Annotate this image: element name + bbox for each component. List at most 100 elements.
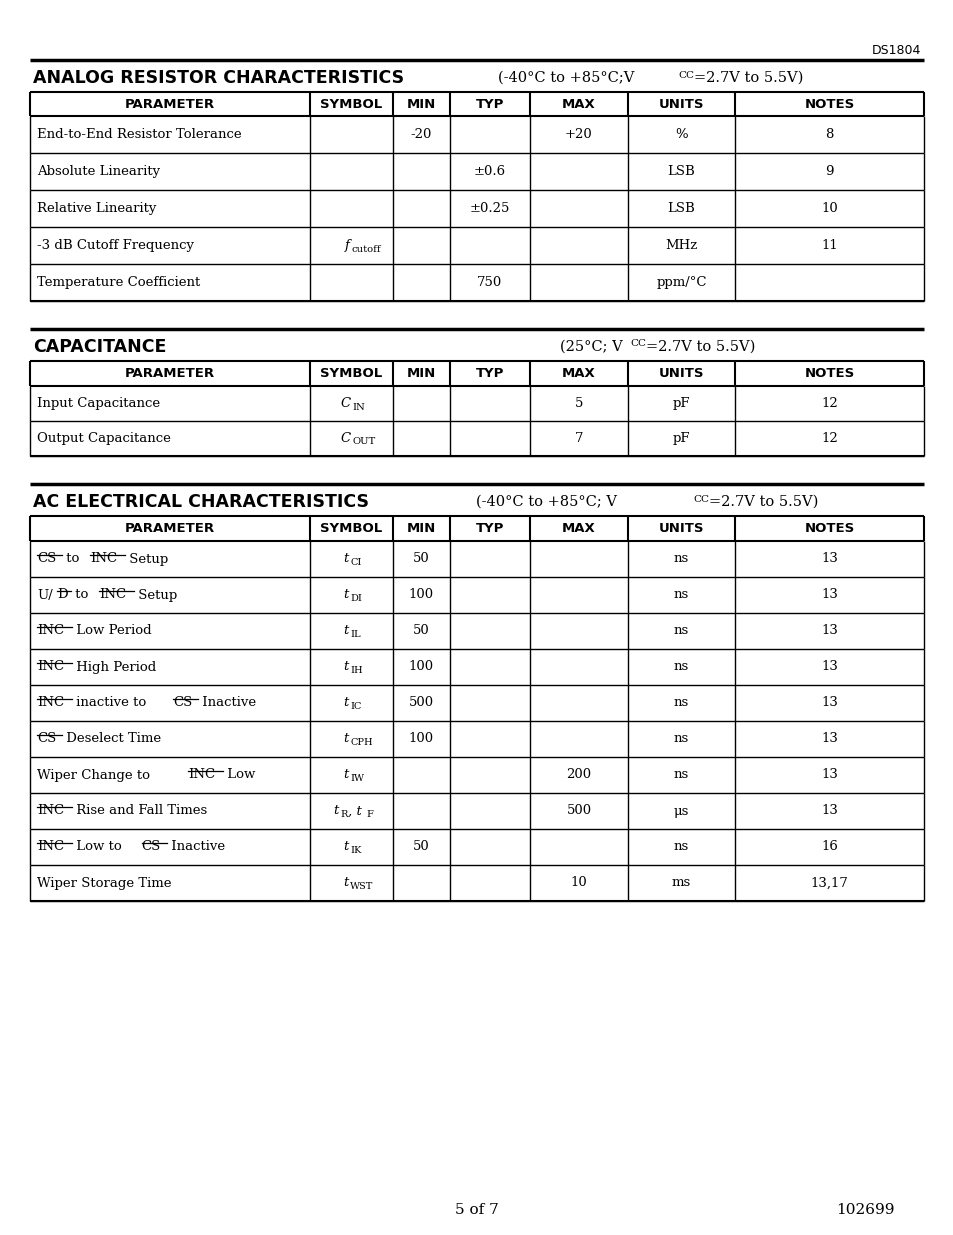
Text: t: t: [343, 841, 349, 853]
Text: UNITS: UNITS: [659, 522, 703, 535]
Text: UNITS: UNITS: [659, 367, 703, 380]
Text: TYP: TYP: [476, 98, 503, 110]
Text: t: t: [343, 697, 349, 709]
Text: Wiper Change to: Wiper Change to: [37, 768, 154, 782]
Text: 200: 200: [566, 768, 591, 782]
Text: Setup: Setup: [133, 589, 177, 601]
Text: CS: CS: [142, 841, 161, 853]
Text: 11: 11: [821, 240, 837, 252]
Text: ns: ns: [673, 625, 688, 637]
Text: Inactive: Inactive: [167, 841, 224, 853]
Text: U/: U/: [37, 589, 52, 601]
Text: 13,17: 13,17: [810, 877, 847, 889]
Text: Rise and Fall Times: Rise and Fall Times: [71, 804, 207, 818]
Text: SYMBOL: SYMBOL: [320, 522, 382, 535]
Text: IH: IH: [350, 666, 363, 674]
Text: NOTES: NOTES: [803, 522, 854, 535]
Text: AC ELECTRICAL CHARACTERISTICS: AC ELECTRICAL CHARACTERISTICS: [33, 493, 369, 511]
Text: 13: 13: [821, 768, 837, 782]
Text: MHz: MHz: [664, 240, 697, 252]
Text: Low to: Low to: [71, 841, 126, 853]
Text: 50: 50: [413, 841, 430, 853]
Text: INC: INC: [90, 552, 117, 566]
Text: (-40°C to +85°C; V: (-40°C to +85°C; V: [476, 495, 617, 509]
Text: 100: 100: [409, 732, 434, 746]
Text: Relative Linearity: Relative Linearity: [37, 203, 156, 215]
Text: Inactive: Inactive: [198, 697, 256, 709]
Text: MIN: MIN: [406, 98, 436, 110]
Text: TYP: TYP: [476, 522, 503, 535]
Text: Output Capacitance: Output Capacitance: [37, 432, 171, 445]
Text: ns: ns: [673, 768, 688, 782]
Text: Low: Low: [223, 768, 255, 782]
Text: 9: 9: [824, 165, 833, 178]
Text: C: C: [340, 396, 350, 410]
Text: 13: 13: [821, 804, 837, 818]
Text: ns: ns: [673, 841, 688, 853]
Text: CS: CS: [37, 552, 56, 566]
Text: IW: IW: [350, 774, 364, 783]
Text: (-40°C to +85°C;V: (-40°C to +85°C;V: [497, 70, 634, 85]
Text: IK: IK: [350, 846, 361, 855]
Text: End-to-End Resistor Tolerance: End-to-End Resistor Tolerance: [37, 128, 241, 141]
Text: t: t: [343, 877, 349, 889]
Text: 500: 500: [566, 804, 591, 818]
Text: f: f: [344, 240, 349, 252]
Text: PARAMETER: PARAMETER: [125, 367, 214, 380]
Text: INC: INC: [99, 589, 126, 601]
Text: INC: INC: [37, 841, 64, 853]
Text: t: t: [334, 804, 338, 818]
Text: CS: CS: [37, 732, 56, 746]
Text: LSB: LSB: [667, 165, 695, 178]
Text: 13: 13: [821, 589, 837, 601]
Text: ns: ns: [673, 732, 688, 746]
Text: %: %: [675, 128, 687, 141]
Text: ns: ns: [673, 589, 688, 601]
Text: 10: 10: [821, 203, 837, 215]
Text: 50: 50: [413, 625, 430, 637]
Text: C: C: [340, 432, 350, 445]
Text: PARAMETER: PARAMETER: [125, 98, 214, 110]
Text: SYMBOL: SYMBOL: [320, 98, 382, 110]
Text: NOTES: NOTES: [803, 98, 854, 110]
Text: t: t: [343, 552, 349, 566]
Text: 102699: 102699: [836, 1203, 894, 1216]
Text: CI: CI: [350, 558, 361, 567]
Text: ppm/°C: ppm/°C: [656, 275, 706, 289]
Text: MIN: MIN: [406, 367, 436, 380]
Text: 50: 50: [413, 552, 430, 566]
Text: t: t: [343, 661, 349, 673]
Text: pF: pF: [672, 396, 690, 410]
Text: Input Capacitance: Input Capacitance: [37, 396, 160, 410]
Text: CC: CC: [692, 494, 708, 504]
Text: 8: 8: [824, 128, 833, 141]
Text: CPH: CPH: [350, 737, 373, 747]
Text: t: t: [343, 768, 349, 782]
Text: -20: -20: [411, 128, 432, 141]
Text: LSB: LSB: [667, 203, 695, 215]
Text: INC: INC: [37, 697, 64, 709]
Text: MAX: MAX: [561, 522, 596, 535]
Text: 13: 13: [821, 732, 837, 746]
Text: ±0.25: ±0.25: [469, 203, 510, 215]
Text: MAX: MAX: [561, 367, 596, 380]
Text: OUT: OUT: [352, 437, 375, 447]
Text: DI: DI: [350, 594, 362, 603]
Text: Absolute Linearity: Absolute Linearity: [37, 165, 160, 178]
Text: D: D: [57, 589, 68, 601]
Text: IC: IC: [350, 701, 361, 711]
Text: IN: IN: [352, 403, 365, 411]
Text: μs: μs: [673, 804, 688, 818]
Text: CC: CC: [678, 70, 693, 79]
Text: CC: CC: [629, 340, 645, 348]
Text: R: R: [340, 810, 348, 819]
Text: SYMBOL: SYMBOL: [320, 367, 382, 380]
Text: CAPACITANCE: CAPACITANCE: [33, 338, 166, 356]
Text: Temperature Coefficient: Temperature Coefficient: [37, 275, 200, 289]
Text: 12: 12: [821, 396, 837, 410]
Text: =2.7V to 5.5V): =2.7V to 5.5V): [645, 340, 755, 354]
Text: WST: WST: [350, 882, 374, 890]
Text: 13: 13: [821, 625, 837, 637]
Text: ns: ns: [673, 552, 688, 566]
Text: 13: 13: [821, 661, 837, 673]
